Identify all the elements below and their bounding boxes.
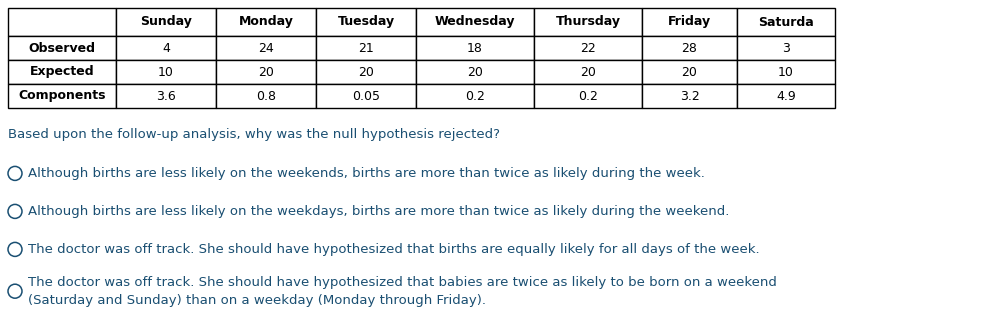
Text: 3: 3: [782, 41, 790, 54]
Text: Observed: Observed: [28, 41, 95, 54]
Bar: [216, 84, 316, 108]
Text: Saturda: Saturda: [758, 15, 814, 28]
Bar: [8, 36, 116, 60]
Bar: [534, 60, 642, 84]
Text: The doctor was off track. She should have hypothesized that births are equally l: The doctor was off track. She should hav…: [28, 243, 760, 256]
Bar: [316, 84, 416, 108]
Text: 18: 18: [467, 41, 483, 54]
Text: 20: 20: [682, 65, 697, 78]
Bar: [642, 8, 737, 36]
Text: The doctor was off track. She should have hypothesized that babies are twice as : The doctor was off track. She should hav…: [28, 276, 777, 307]
Bar: [737, 84, 835, 108]
Bar: [737, 36, 835, 60]
Bar: [216, 60, 316, 84]
Bar: [116, 36, 216, 60]
Text: 22: 22: [580, 41, 596, 54]
Bar: [416, 36, 534, 60]
Bar: [642, 60, 737, 84]
Text: Friday: Friday: [668, 15, 711, 28]
Text: Wednesday: Wednesday: [435, 15, 516, 28]
Text: 4.9: 4.9: [776, 90, 795, 103]
Bar: [116, 60, 216, 84]
Bar: [8, 60, 116, 84]
Bar: [534, 8, 642, 36]
Text: 10: 10: [158, 65, 174, 78]
Bar: [316, 36, 416, 60]
Bar: [416, 84, 534, 108]
Bar: [737, 8, 835, 36]
Text: Expected: Expected: [29, 65, 94, 78]
Text: 0.05: 0.05: [352, 90, 380, 103]
Bar: [8, 8, 116, 36]
Text: Tuesday: Tuesday: [338, 15, 395, 28]
Bar: [642, 84, 737, 108]
Text: 3.2: 3.2: [680, 90, 699, 103]
Bar: [316, 60, 416, 84]
Text: 24: 24: [258, 41, 274, 54]
Bar: [116, 84, 216, 108]
Text: Sunday: Sunday: [140, 15, 191, 28]
Text: 21: 21: [358, 41, 374, 54]
Text: 3.6: 3.6: [156, 90, 176, 103]
Bar: [534, 36, 642, 60]
Text: 20: 20: [467, 65, 483, 78]
Bar: [534, 84, 642, 108]
Bar: [737, 60, 835, 84]
Text: 0.2: 0.2: [578, 90, 598, 103]
Text: Thursday: Thursday: [556, 15, 621, 28]
Text: Although births are less likely on the weekdays, births are more than twice as l: Although births are less likely on the w…: [28, 205, 730, 218]
Text: 20: 20: [358, 65, 374, 78]
Text: 20: 20: [580, 65, 596, 78]
Bar: [116, 8, 216, 36]
Bar: [216, 8, 316, 36]
Bar: [8, 84, 116, 108]
Bar: [216, 36, 316, 60]
Text: 0.8: 0.8: [256, 90, 276, 103]
Text: 10: 10: [778, 65, 793, 78]
Text: Based upon the follow-up analysis, why was the null hypothesis rejected?: Based upon the follow-up analysis, why w…: [8, 128, 500, 141]
Text: 20: 20: [258, 65, 274, 78]
Text: Components: Components: [19, 90, 106, 103]
Bar: [416, 8, 534, 36]
Text: 0.2: 0.2: [465, 90, 485, 103]
Text: 28: 28: [682, 41, 697, 54]
Text: Although births are less likely on the weekends, births are more than twice as l: Although births are less likely on the w…: [28, 167, 705, 180]
Text: 4: 4: [162, 41, 170, 54]
Text: Monday: Monday: [239, 15, 294, 28]
Bar: [642, 36, 737, 60]
Bar: [316, 8, 416, 36]
Bar: [416, 60, 534, 84]
